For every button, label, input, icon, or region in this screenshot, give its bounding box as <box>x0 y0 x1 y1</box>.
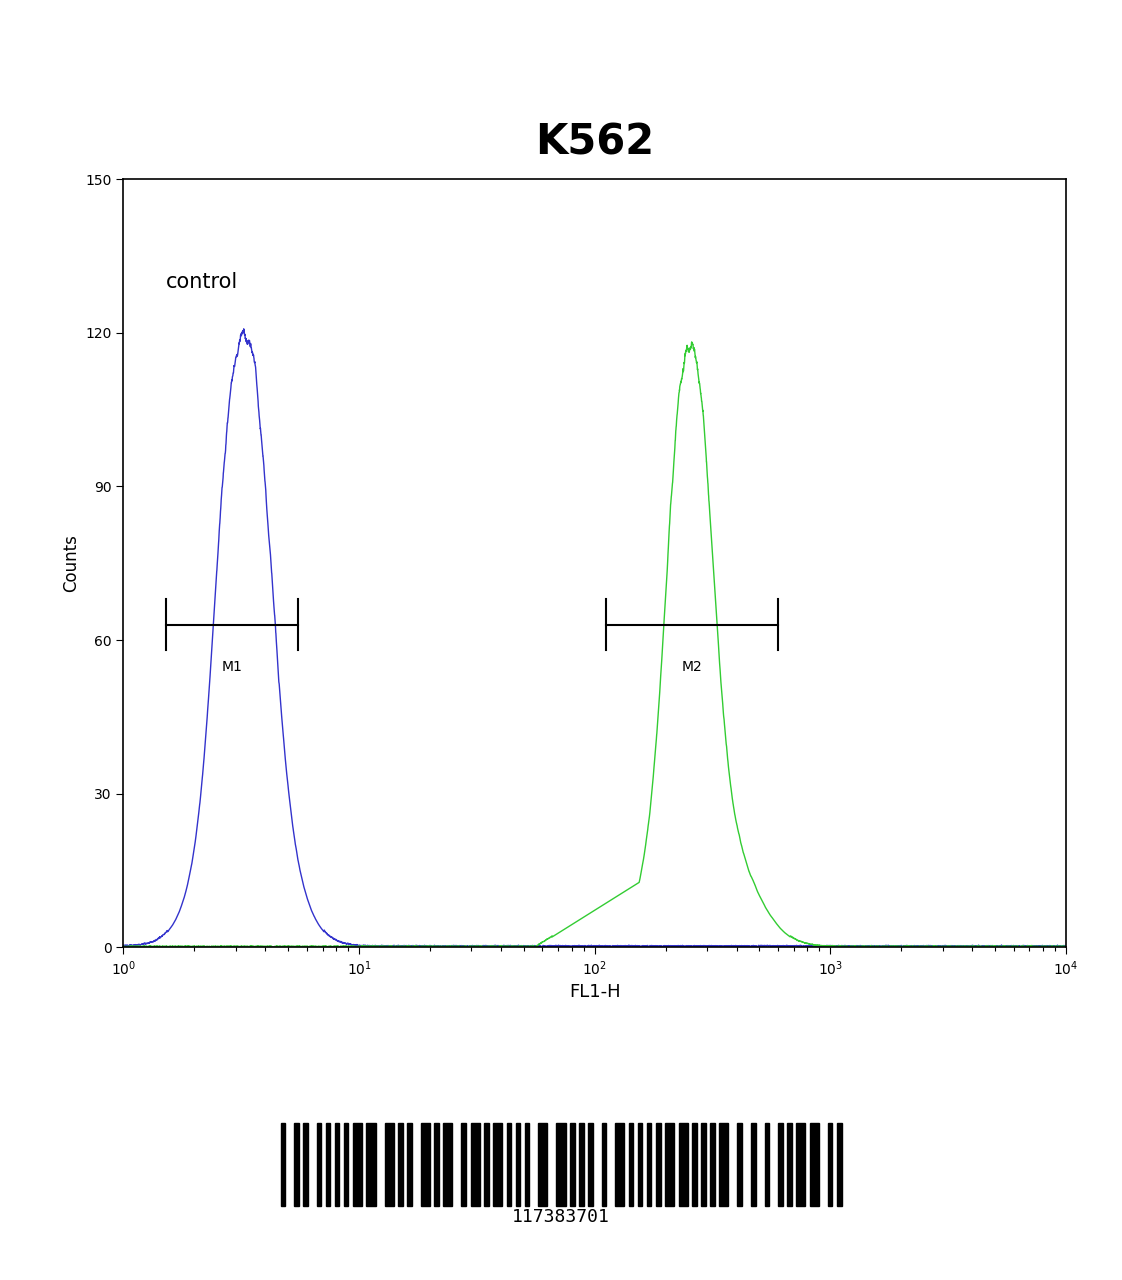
Bar <box>601 1123 606 1206</box>
Bar <box>421 1123 430 1206</box>
Text: M1: M1 <box>221 660 242 675</box>
Y-axis label: Counts: Counts <box>62 534 80 593</box>
Bar <box>719 1123 728 1206</box>
Bar <box>837 1123 842 1206</box>
Bar <box>628 1123 634 1206</box>
Bar <box>280 1123 285 1206</box>
Bar <box>615 1123 624 1206</box>
Bar <box>516 1123 521 1206</box>
Bar <box>494 1123 503 1206</box>
Bar <box>751 1123 755 1206</box>
Bar <box>692 1123 697 1206</box>
Bar <box>507 1123 512 1206</box>
Bar <box>525 1123 530 1206</box>
Bar <box>353 1123 362 1206</box>
Bar <box>701 1123 706 1206</box>
Bar <box>294 1123 298 1206</box>
Bar <box>316 1123 321 1206</box>
X-axis label: FL1-H: FL1-H <box>569 983 620 1001</box>
Bar <box>797 1123 806 1206</box>
Bar <box>788 1123 792 1206</box>
Bar <box>470 1123 479 1206</box>
Text: M2: M2 <box>682 660 702 675</box>
Bar <box>367 1123 376 1206</box>
Bar <box>303 1123 307 1206</box>
Bar <box>588 1123 592 1206</box>
Bar <box>461 1123 466 1206</box>
Bar <box>665 1123 674 1206</box>
Bar <box>557 1123 565 1206</box>
Bar <box>385 1123 394 1206</box>
Bar <box>710 1123 715 1206</box>
Bar <box>325 1123 330 1206</box>
Bar <box>579 1123 583 1206</box>
Title: K562: K562 <box>535 122 654 163</box>
Bar <box>343 1123 348 1206</box>
Bar <box>828 1123 833 1206</box>
Bar <box>570 1123 574 1206</box>
Bar <box>407 1123 412 1206</box>
Text: control: control <box>166 271 238 292</box>
Bar <box>398 1123 403 1206</box>
Bar <box>737 1123 742 1206</box>
Bar <box>539 1123 548 1206</box>
Bar <box>443 1123 452 1206</box>
Bar <box>779 1123 783 1206</box>
Text: 117383701: 117383701 <box>512 1208 610 1226</box>
Bar <box>810 1123 819 1206</box>
Bar <box>484 1123 488 1206</box>
Bar <box>434 1123 439 1206</box>
Bar <box>764 1123 769 1206</box>
Bar <box>647 1123 652 1206</box>
Bar <box>656 1123 661 1206</box>
Bar <box>679 1123 688 1206</box>
Bar <box>638 1123 643 1206</box>
Bar <box>334 1123 339 1206</box>
